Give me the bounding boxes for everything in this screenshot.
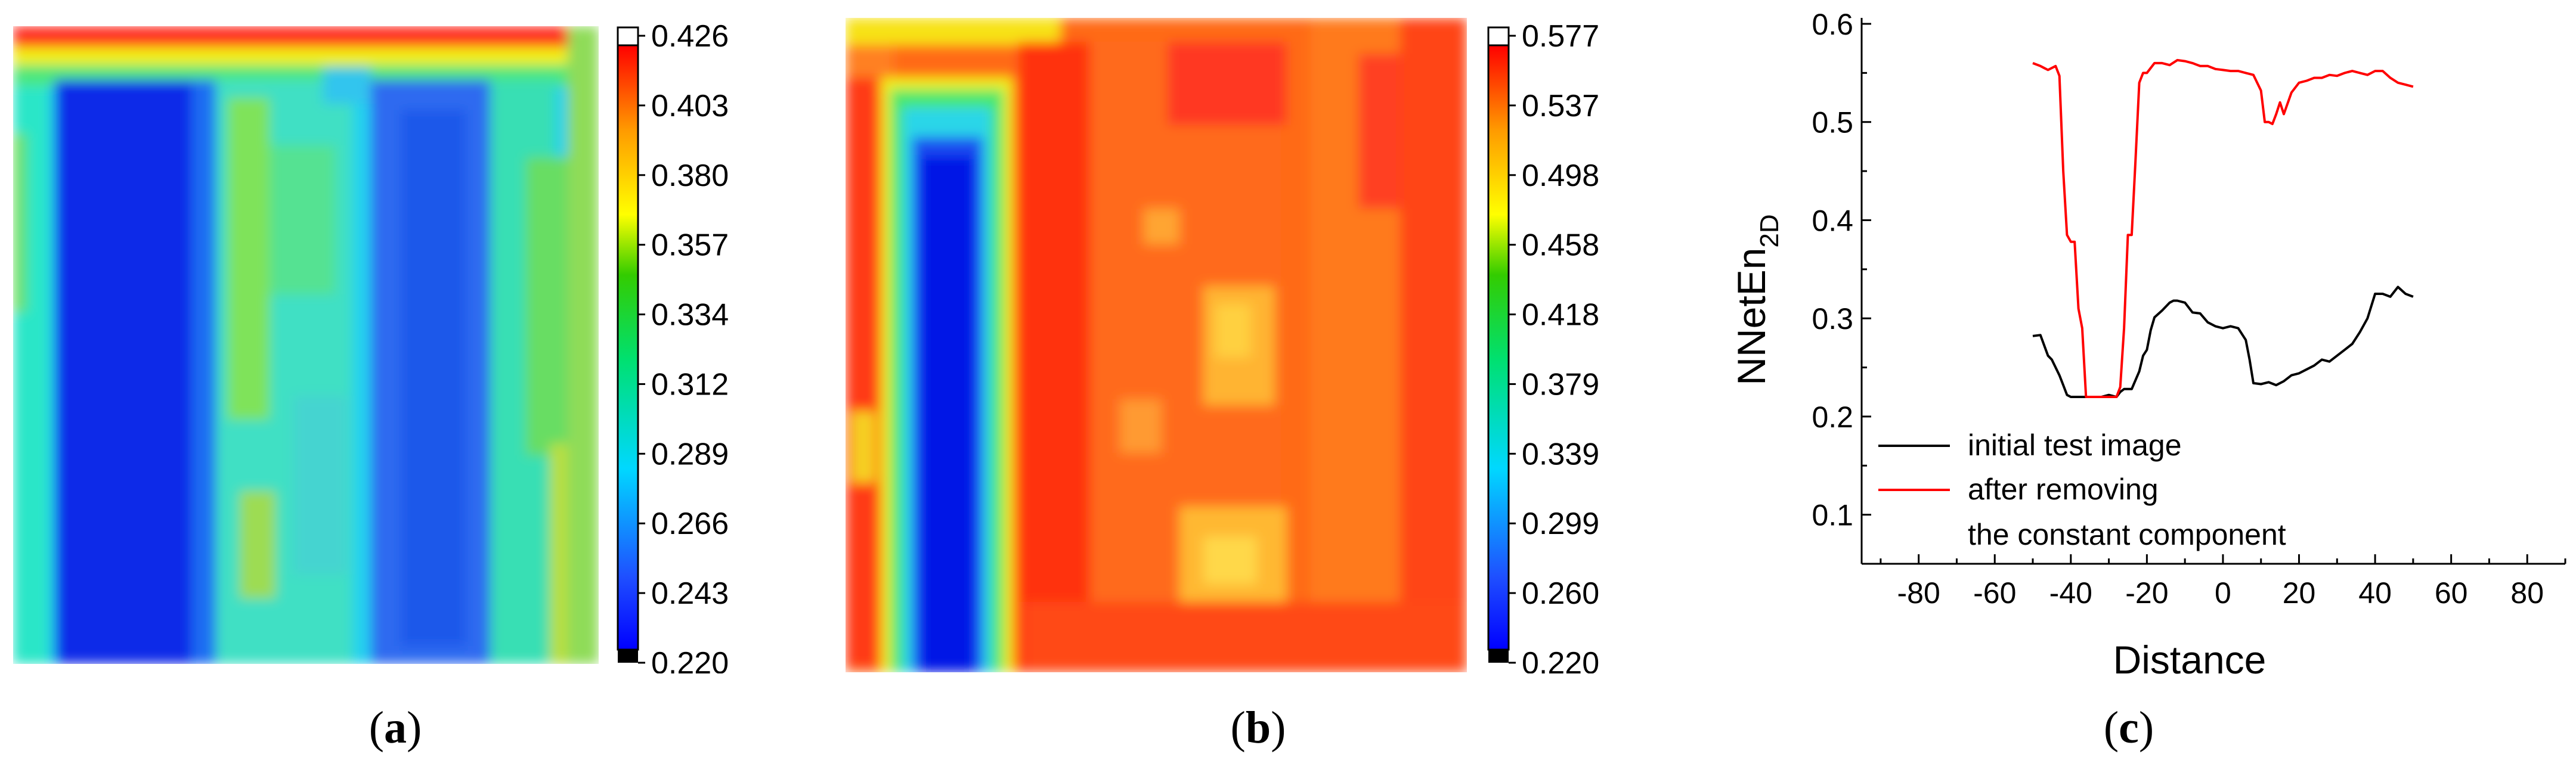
legend-label: after removing <box>1968 473 2159 506</box>
panel-label-c: (c) <box>2103 703 2154 753</box>
y-tick-label: 0.1 <box>1812 499 1853 532</box>
y-tick-label: 0.2 <box>1812 400 1853 434</box>
colorbar-a: 0.426 0.403 0.380 0.357 0.334 0.312 0.289 0.266… <box>617 19 729 673</box>
colorbar-tick-label: 0.458 <box>1522 228 1599 263</box>
colorbar-tick-label: 0.312 <box>651 367 729 402</box>
series-initial-line <box>2032 285 2414 398</box>
colorbar-b: 0.577 0.537 0.498 0.458 0.418 0.379 0.339 0.299… <box>1487 19 1599 673</box>
x-tick-label: -20 <box>2125 576 2168 610</box>
colorbar-tick-label: 0.220 <box>1522 646 1599 673</box>
x-tick-label: 40 <box>2358 576 2392 610</box>
x-tick-label: -40 <box>2049 576 2092 610</box>
x-tick-label: 0 <box>2215 576 2231 610</box>
legend-label: the constant component <box>1968 518 2286 551</box>
x-tick-label: 80 <box>2510 576 2544 610</box>
heatmap-b <box>846 18 1467 672</box>
y-tick-label: 0.4 <box>1812 204 1853 237</box>
x-tick-label: -60 <box>1973 576 2016 610</box>
colorbar-tick-label: 0.299 <box>1522 507 1599 541</box>
colorbar-tick-label: 0.220 <box>651 646 729 673</box>
colorbar-tick-label: 0.357 <box>651 228 729 263</box>
colorbar-tick-label: 0.379 <box>1522 367 1599 402</box>
y-axis-label: NNetEn2D <box>1729 214 1784 385</box>
colorbar-tick-label: 0.289 <box>651 437 729 471</box>
legend-label: initial test image <box>1968 429 2182 462</box>
y-tick-label: 0.3 <box>1812 302 1853 336</box>
x-axis-label: Distance <box>2113 638 2267 682</box>
colorbar-tick-label: 0.498 <box>1522 159 1599 193</box>
colorbar-tick-label: 0.426 <box>651 19 729 54</box>
line-chart: 0.1 0.2 0.3 0.4 0.5 0.6 -80 -60 -40 -20 0 20 40 60 80 D… <box>1729 8 2566 682</box>
panel-label-a: (a) <box>369 703 422 753</box>
heatmap-a <box>13 26 599 664</box>
colorbar-tick-label: 0.577 <box>1522 19 1599 54</box>
y-tick-label: 0.5 <box>1812 106 1853 139</box>
colorbar-tick-label: 0.418 <box>1522 298 1599 333</box>
x-tick-label: 20 <box>2283 576 2316 610</box>
y-tick-label: 0.6 <box>1812 8 1853 41</box>
panel-label-b: (b) <box>1230 703 1286 753</box>
colorbar-tick-label: 0.243 <box>651 576 729 611</box>
colorbar-tick-label: 0.334 <box>651 298 729 333</box>
x-tick-label: 60 <box>2435 576 2468 610</box>
colorbar-tick-label: 0.260 <box>1522 576 1599 611</box>
series-after-line <box>2032 58 2414 398</box>
colorbar-tick-label: 0.339 <box>1522 437 1599 471</box>
colorbar-tick-label: 0.266 <box>651 507 729 541</box>
colorbar-tick-label: 0.537 <box>1522 89 1599 123</box>
x-tick-label: -80 <box>1897 576 1940 610</box>
colorbar-tick-label: 0.403 <box>651 89 729 123</box>
colorbar-tick-label: 0.380 <box>651 159 729 193</box>
